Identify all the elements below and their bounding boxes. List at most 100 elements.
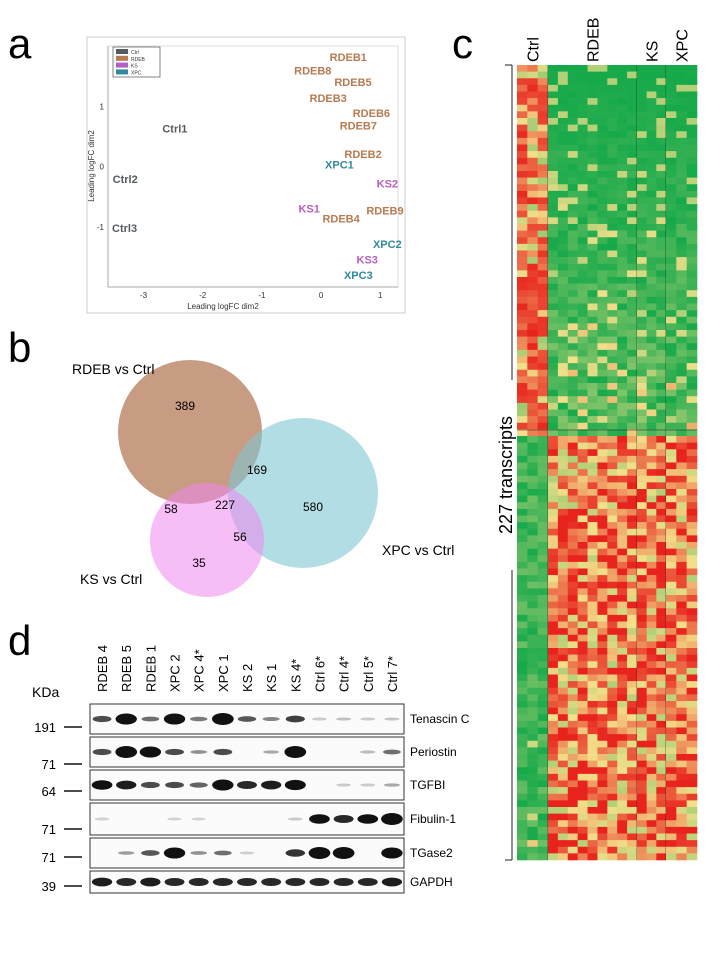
heatmap-cell — [656, 826, 667, 834]
heatmap-cell — [607, 581, 618, 589]
heatmap-cell — [666, 641, 677, 649]
heatmap-cell — [577, 250, 588, 258]
heatmap-cell — [646, 290, 657, 298]
blot-band — [191, 817, 207, 821]
heatmap-cell — [676, 727, 687, 735]
heatmap-cell — [567, 714, 578, 722]
heatmap-cell — [567, 263, 578, 271]
heatmap-cell — [548, 614, 559, 622]
heatmap-cell — [686, 674, 698, 682]
heatmap-cell — [527, 177, 538, 185]
heatmap-cell — [597, 528, 608, 536]
heatmap-cell — [567, 522, 578, 530]
heatmap-cell — [597, 568, 608, 576]
heatmap-cell — [537, 555, 549, 563]
heatmap-cell — [537, 634, 549, 642]
heatmap-cell — [577, 714, 588, 722]
heatmap-cell — [637, 601, 647, 609]
heatmap-cell — [617, 330, 628, 337]
heatmap-cell — [517, 826, 528, 834]
heatmap-cell — [557, 747, 569, 755]
heatmap-cell — [548, 608, 559, 616]
heatmap-cell — [537, 290, 549, 298]
heatmap-cell — [627, 787, 638, 795]
heatmap-cell — [567, 98, 578, 106]
heatmap-cell — [686, 595, 698, 602]
heatmap-cell — [637, 555, 647, 563]
heatmap-cell — [548, 601, 559, 609]
heatmap-cell — [567, 157, 578, 165]
heatmap-cell — [627, 190, 638, 198]
heatmap-cell — [577, 674, 588, 682]
heatmap-cell — [587, 469, 598, 477]
heatmap-cell — [676, 436, 687, 443]
heatmap-cell — [567, 303, 578, 311]
heatmap-cell — [637, 210, 647, 218]
heatmap-cell — [517, 489, 528, 496]
heatmap-cell — [577, 137, 588, 145]
heatmap-cell — [567, 813, 578, 821]
heatmap-cell — [637, 833, 647, 841]
heatmap-cell — [676, 343, 687, 351]
heatmap-cell — [686, 568, 698, 576]
heatmap-cell — [617, 813, 628, 821]
heatmap-cell — [637, 190, 647, 198]
blot-band — [91, 780, 113, 790]
heatmap-cell — [587, 489, 598, 496]
heatmap-cell — [537, 667, 549, 675]
heatmap-cell — [676, 124, 687, 132]
blot-band — [237, 780, 257, 790]
heatmap-cell — [617, 409, 628, 417]
heatmap-cell — [607, 436, 618, 443]
heatmap-cell — [527, 277, 538, 284]
heatmap-cell — [597, 270, 608, 278]
heatmap-cell — [567, 137, 578, 145]
heatmap-cell — [567, 694, 578, 702]
heatmap-cell — [617, 528, 628, 536]
heatmap-cell — [577, 648, 588, 655]
heatmap-cell — [597, 263, 608, 271]
heatmap-cell — [686, 720, 698, 728]
heatmap-cell — [676, 217, 687, 225]
heatmap-cell — [656, 118, 667, 125]
heatmap-cell — [567, 416, 578, 424]
heatmap-cell — [637, 760, 647, 768]
heatmap-cell — [637, 754, 647, 761]
blot-band — [213, 748, 233, 756]
heatmap-cell — [597, 820, 608, 828]
heatmap-cell — [666, 853, 677, 861]
heatmap-cell — [577, 720, 588, 728]
heatmap-cell — [646, 277, 657, 284]
heatmap-cell — [676, 687, 687, 695]
heatmap-cell — [577, 190, 588, 198]
heatmap-cell — [567, 482, 578, 490]
heatmap-cell — [527, 124, 538, 132]
heatmap-cell — [537, 310, 549, 318]
heatmap-cell — [517, 475, 528, 483]
heatmap-cell — [607, 595, 618, 602]
heatmap-cell — [666, 767, 677, 775]
heatmap-cell — [567, 449, 578, 457]
heatmap-cell — [637, 535, 647, 543]
heatmap-cell — [686, 65, 698, 72]
heatmap-cell — [527, 787, 538, 795]
heatmap-cell — [577, 840, 588, 848]
heatmap-cell — [617, 257, 628, 265]
heatmap-cell — [577, 826, 588, 834]
heatmap-cell — [607, 740, 618, 748]
heatmap-cell — [607, 376, 618, 384]
heatmap-cell — [597, 164, 608, 172]
heatmap-cell — [587, 316, 598, 324]
heatmap-cell — [527, 330, 538, 337]
heatmap-cell — [607, 250, 618, 258]
heatmap-cell — [597, 634, 608, 642]
heatmap-cell — [587, 237, 598, 245]
heatmap-cell — [548, 747, 559, 755]
heatmap-cell — [607, 336, 618, 344]
heatmap-cell — [617, 65, 628, 72]
heatmap-cell — [627, 389, 638, 397]
heatmap-cell — [607, 720, 618, 728]
heatmap-cell — [527, 522, 538, 530]
heatmap-cell — [686, 614, 698, 622]
